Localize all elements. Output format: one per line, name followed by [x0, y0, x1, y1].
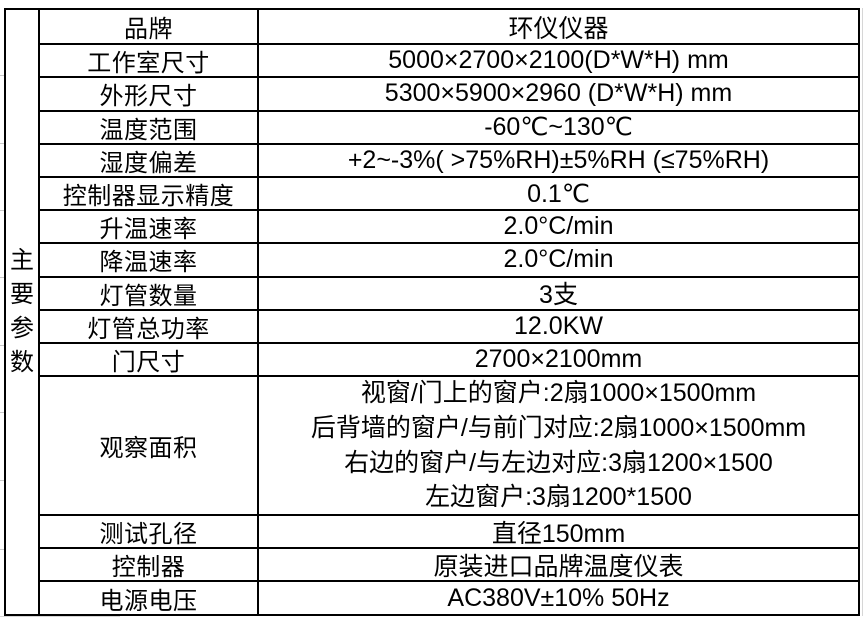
row-group-label: 主要参数 — [10, 246, 34, 376]
row-group-header-cell: 主要参数 — [6, 10, 38, 614]
param-value-heating-rate: 2.0°C/min — [257, 209, 858, 243]
gridline-artifact — [0, 616, 120, 617]
param-value-outer-size: 5300×5900×2960 (D*W*H) mm — [257, 76, 858, 110]
param-value-humidity-deviation: +2~-3%( >75%RH)±5%RH (≤75%RH) — [257, 142, 858, 176]
param-value-controller-precision: 0.1℃ — [257, 175, 858, 210]
param-value-chamber-size: 5000×2700×2100(D*W*H) mm — [257, 43, 858, 77]
param-label-heating-rate: 升温速率 — [38, 209, 257, 243]
param-label-humidity-deviation: 湿度偏差 — [38, 142, 257, 176]
param-value-lamp-power: 12.0KW — [257, 308, 858, 342]
param-label-lamp-count: 灯管数量 — [38, 275, 257, 309]
param-label-temp-range: 温度范围 — [38, 109, 257, 143]
observation-line-3: 右边的窗户/与左边对应:3扇1200×1500 — [344, 448, 773, 477]
param-label-cooling-rate: 降温速率 — [38, 242, 257, 276]
observation-line-1: 视窗/门上的窗户:2扇1000×1500mm — [360, 379, 757, 408]
param-label-lamp-power: 灯管总功率 — [38, 308, 257, 342]
param-value-test-hole-diameter: 直径150mm — [257, 514, 858, 548]
param-label-brand: 品牌 — [38, 10, 257, 44]
param-label-power-voltage: 电源电压 — [38, 580, 257, 614]
param-label-controller-precision: 控制器显示精度 — [38, 175, 257, 210]
gridline-artifact — [862, 8, 863, 616]
observation-line-2: 后背墙的窗户/与前门对应:2扇1000×1500mm — [310, 413, 807, 442]
param-label-chamber-size: 工作室尺寸 — [38, 43, 257, 77]
spec-table: 主要参数 品牌 环仪仪器 工作室尺寸 5000×2700×2100(D*W*H)… — [4, 8, 860, 616]
param-label-controller: 控制器 — [38, 547, 257, 581]
param-value-lamp-count: 3支 — [257, 275, 858, 309]
param-label-test-hole-diameter: 测试孔径 — [38, 514, 257, 548]
param-value-observation-area: 视窗/门上的窗户:2扇1000×1500mm 后背墙的窗户/与前门对应:2扇10… — [257, 375, 858, 515]
param-value-power-voltage: AC380V±10% 50Hz — [257, 580, 858, 614]
param-label-outer-size: 外形尺寸 — [38, 76, 257, 110]
param-value-door-size: 2700×2100mm — [257, 341, 858, 376]
param-label-door-size: 门尺寸 — [38, 341, 257, 376]
param-label-observation-area: 观察面积 — [38, 375, 257, 515]
observation-line-4: 左边窗户:3扇1200*1500 — [425, 483, 692, 512]
param-value-cooling-rate: 2.0°C/min — [257, 242, 858, 276]
param-value-temp-range: -60℃~130℃ — [257, 109, 858, 143]
param-value-controller: 原装进口品牌温度仪表 — [257, 547, 858, 581]
param-value-brand: 环仪仪器 — [257, 10, 858, 44]
